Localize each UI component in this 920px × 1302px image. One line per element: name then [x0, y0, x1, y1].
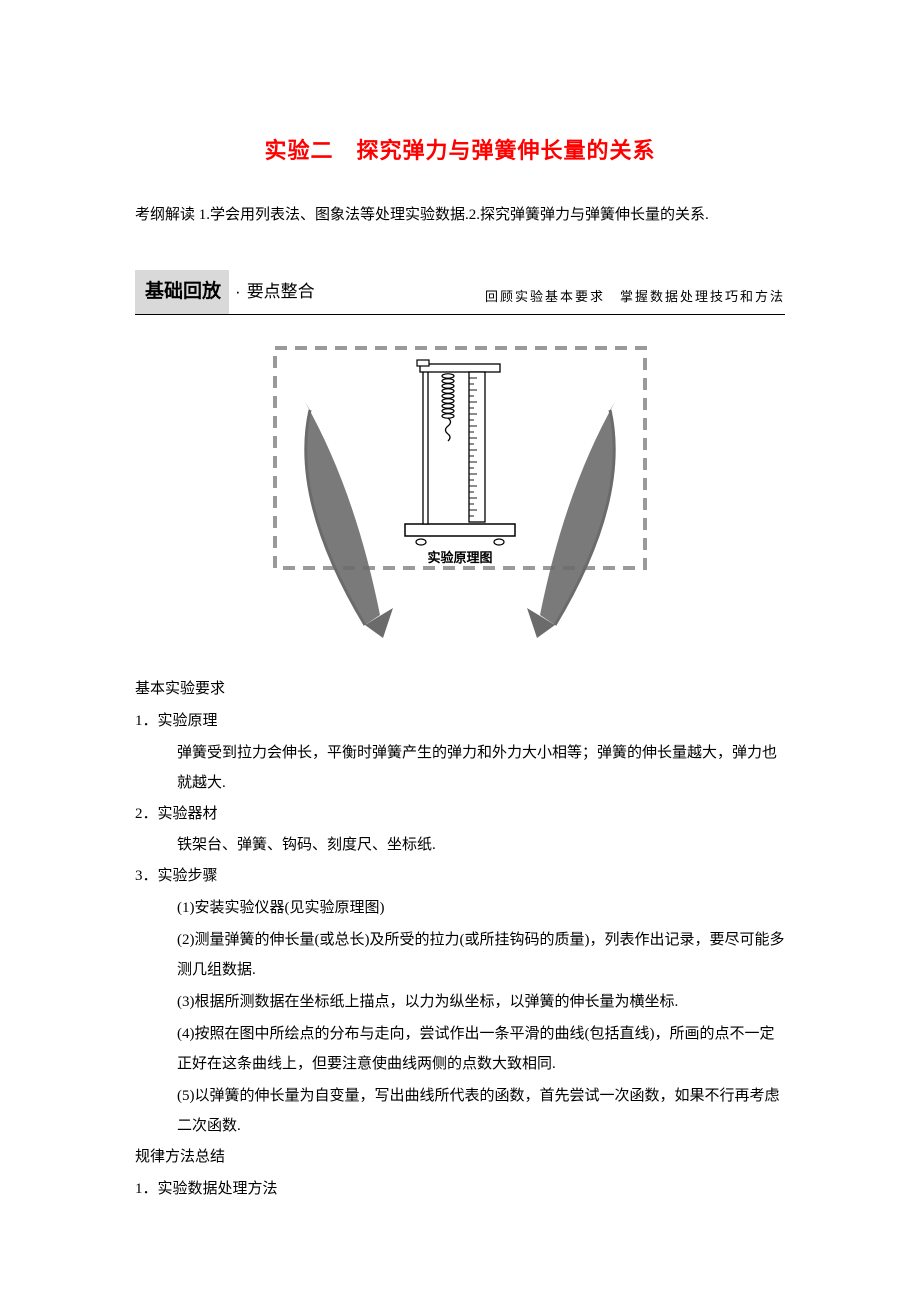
item-3-title: 3．实验步骤: [135, 862, 785, 891]
content-body: 基本实验要求 1．实验原理 弹簧受到拉力会伸长，平衡时弹簧产生的弹力和外力大小相…: [135, 675, 785, 1204]
section-header-right: 回顾实验基本要求 掌握数据处理技巧和方法: [485, 285, 785, 314]
item-2-text: 铁架台、弹簧、钩码、刻度尺、坐标纸.: [135, 830, 785, 860]
section-dot: ·: [229, 276, 241, 308]
heading-summary: 规律方法总结: [135, 1143, 785, 1172]
item-2-title: 2．实验器材: [135, 800, 785, 829]
item-3-3: (3)根据所测数据在坐标纸上描点，以力为纵坐标，以弹簧的伸长量为横坐标.: [135, 987, 785, 1017]
section-subtitle: 要点整合: [241, 276, 315, 308]
item-3-4: (4)按照在图中所绘点的分布与走向，尝试作出一条平滑的曲线(包括直线)，所画的点…: [135, 1019, 785, 1079]
section-header-left: 基础回放 · 要点整合: [135, 270, 315, 314]
item-3-1: (1)安装实验仪器(见实验原理图): [135, 893, 785, 923]
diagram-caption: 实验原理图: [427, 550, 492, 565]
experiment-diagram: 实验原理图: [245, 340, 675, 650]
page-title: 实验二 探究弹力与弹簧伸长量的关系: [135, 130, 785, 172]
item-1-text: 弹簧受到拉力会伸长，平衡时弹簧产生的弹力和外力大小相等；弹簧的伸长量越大，弹力也…: [135, 738, 785, 798]
item-1-title: 1．实验原理: [135, 707, 785, 736]
diagram-container: 实验原理图: [135, 340, 785, 650]
section-tag: 基础回放: [135, 270, 229, 314]
item-3-2: (2)测量弹簧的伸长量(或总长)及所受的拉力(或所挂钩码的质量)，列表作出记录，…: [135, 925, 785, 985]
heading-basic: 基本实验要求: [135, 675, 785, 704]
item-3-5: (5)以弹簧的伸长量为自变量，写出曲线所代表的函数，首先尝试一次函数，如果不行再…: [135, 1081, 785, 1141]
section-header: 基础回放 · 要点整合 回顾实验基本要求 掌握数据处理技巧和方法: [135, 270, 785, 315]
item-4-title: 1．实验数据处理方法: [135, 1175, 785, 1204]
exam-outline: 考纲解读 1.学会用列表法、图象法等处理实验数据.2.探究弹簧弹力与弹簧伸长量的…: [135, 200, 785, 230]
